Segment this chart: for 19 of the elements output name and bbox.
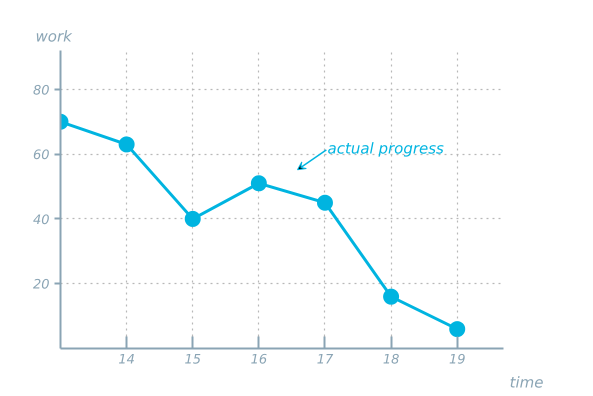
point [449,321,466,338]
point [383,288,400,305]
x-tick-label: 15 [184,352,202,368]
point [118,136,135,152]
x-tick-label: 17 [316,352,334,368]
y-tick-label: 20 [32,278,50,293]
x-tick-label: 14 [118,352,135,368]
point [250,175,267,192]
annotation: actual progress [328,140,444,158]
y-tick-label: 80 [32,83,50,98]
y-axis-title: work [36,28,74,46]
y-tick-label: 40 [32,212,50,228]
x-tick-label: 19 [448,352,466,368]
x-axis-title: time [510,374,544,392]
x-tick-label: 16 [250,352,268,368]
point [316,194,333,211]
x-tick-label: 18 [382,352,400,368]
y-tick-label: 60 [32,148,50,164]
point [184,210,201,227]
